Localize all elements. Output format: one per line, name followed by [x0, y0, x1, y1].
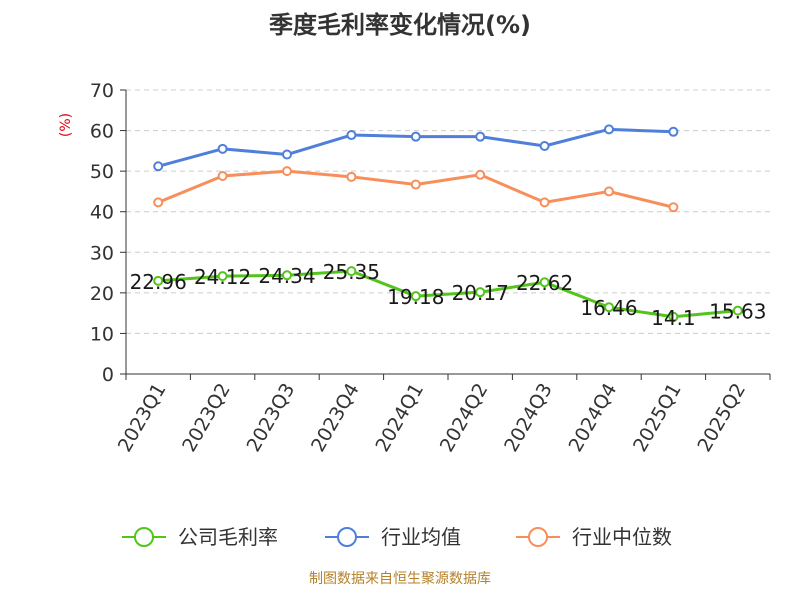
y-tick-label: 10 — [90, 323, 114, 345]
data-point — [282, 149, 292, 160]
legend-marker — [528, 527, 548, 547]
x-tick-label: 2024Q4 — [565, 380, 622, 456]
data-point — [668, 202, 679, 213]
x-tick-label: 2023Q2 — [178, 380, 235, 456]
data-label: 16.46 — [580, 296, 637, 320]
x-tick-label: 2023Q1 — [114, 380, 171, 456]
data-point — [346, 171, 357, 182]
data-point — [604, 124, 614, 135]
legend-label: 行业均值 — [381, 525, 461, 549]
data-label: 14.1 — [651, 306, 696, 330]
data-label: 24.12 — [194, 265, 251, 289]
data-point — [475, 287, 486, 298]
legend-item-2[interactable]: 行业中位数 — [516, 525, 672, 549]
data-label: 22.62 — [516, 271, 573, 295]
data-point — [217, 171, 228, 182]
data-label: 15.63 — [709, 300, 766, 324]
data-point — [539, 197, 550, 208]
x-tick-label: 2024Q3 — [500, 380, 557, 456]
data-point — [410, 179, 421, 190]
data-point — [282, 166, 292, 177]
data-point — [668, 311, 679, 322]
legend-label: 公司毛利率 — [178, 525, 278, 549]
series-line-0 — [158, 269, 738, 319]
data-point — [217, 143, 228, 154]
data-label: 25.35 — [323, 260, 380, 284]
data-point — [346, 266, 357, 277]
y-tick-label: 30 — [90, 242, 114, 264]
data-label: 24.34 — [258, 264, 315, 288]
x-tick-label: 2023Q3 — [243, 380, 300, 456]
y-tick-label: 40 — [90, 202, 114, 224]
data-label: 19.18 — [387, 285, 444, 309]
y-tick-label: 50 — [90, 161, 114, 183]
y-tick-label: 70 — [90, 80, 114, 102]
data-point — [282, 270, 292, 281]
legend-item-0[interactable]: 公司毛利率 — [122, 525, 278, 549]
x-tick-label: 2024Q1 — [371, 380, 428, 456]
chart-title: 季度毛利率变化情况(%) — [269, 11, 531, 39]
data-point — [153, 161, 164, 172]
data-point — [732, 305, 743, 316]
series-lines — [153, 124, 743, 322]
data-point — [539, 277, 550, 288]
legend-label: 行业中位数 — [572, 525, 672, 549]
legend-item-1[interactable]: 行业均值 — [325, 525, 461, 549]
y-tick-label: 0 — [102, 364, 114, 386]
data-label: 20.17 — [452, 281, 509, 305]
x-tick-label: 2024Q2 — [436, 380, 493, 456]
legend-marker — [134, 527, 154, 547]
y-tick-label: 20 — [90, 283, 114, 305]
legend[interactable]: 公司毛利率 行业均值 行业中位数 — [122, 525, 672, 549]
data-point — [410, 131, 421, 142]
x-tick-label: 2023Q4 — [307, 380, 364, 456]
data-point — [668, 126, 679, 137]
data-point — [217, 271, 228, 282]
data-point — [475, 169, 486, 180]
data-labels: 22.96 24.12 24.34 25.35 19.18 20.17 22.62 16.46… — [130, 260, 767, 330]
data-point — [153, 275, 164, 286]
data-point — [539, 140, 550, 151]
legend-marker — [337, 527, 357, 547]
x-tick-label: 2025Q1 — [629, 380, 686, 456]
data-point — [346, 130, 357, 141]
data-point — [153, 197, 164, 208]
data-point — [475, 131, 486, 142]
x-tick-label: 2025Q2 — [693, 380, 750, 456]
data-point — [410, 291, 421, 302]
data-label: 22.96 — [130, 270, 187, 294]
data-point — [604, 186, 614, 197]
y-tick-label: 60 — [90, 121, 114, 143]
source-note: 制图数据来自恒生聚源数据库 — [309, 571, 491, 587]
y-axis-unit: (%) — [58, 113, 74, 137]
data-point — [604, 302, 614, 313]
